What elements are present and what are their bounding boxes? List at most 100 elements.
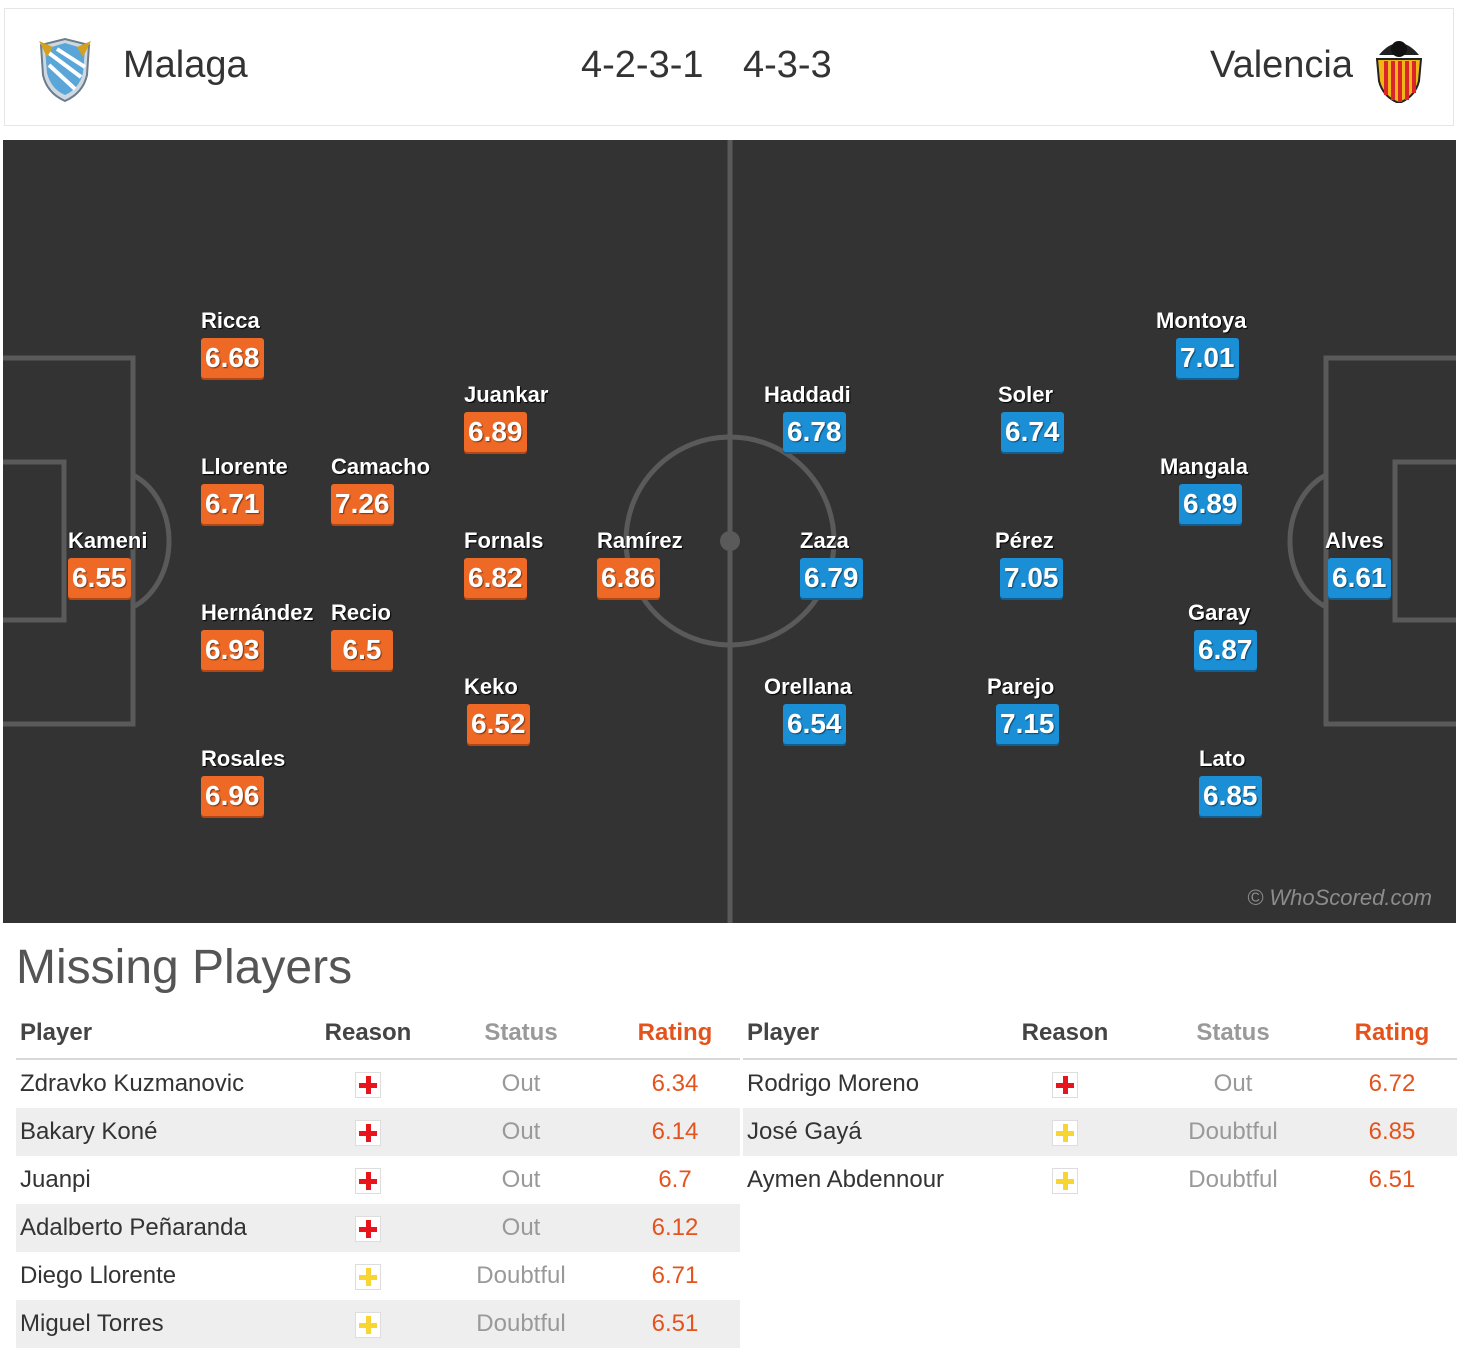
col-rating: Rating <box>610 1008 740 1060</box>
player-rating-badge: 6.96 <box>201 776 264 816</box>
reason-cell <box>304 1108 432 1156</box>
pitch-lineup: Ricca 6.68 Juankar 6.89 Llorente 6.71 Camacho 7… <box>3 140 1456 923</box>
col-status: Status <box>432 1008 610 1060</box>
table-row: Juanpi Out 6.7 <box>16 1156 740 1204</box>
injury-icon[interactable] <box>1052 1071 1078 1098</box>
malaga-crest-icon <box>39 37 91 103</box>
table-row: Bakary Koné Out 6.14 <box>16 1108 740 1156</box>
player-name: Soler <box>998 382 1054 407</box>
player-name-cell[interactable]: Zdravko Kuzmanovic <box>20 1070 245 1097</box>
home-missing-table: Player Reason Status Rating Zdravko Kuzm… <box>16 1008 740 1348</box>
player-name: Kameni <box>68 528 148 553</box>
player-rating-badge: 6.55 <box>68 558 131 598</box>
rating-cell: 6.85 <box>1327 1108 1457 1156</box>
missing-players-title: Missing Players <box>16 941 353 994</box>
rating-cell: 6.51 <box>610 1300 740 1348</box>
col-reason: Reason <box>304 1008 432 1060</box>
doubtful-icon[interactable] <box>355 1263 381 1290</box>
reason-cell <box>991 1059 1139 1108</box>
away-missing-table: Player Reason Status Rating Rodrigo More… <box>743 1008 1457 1204</box>
player-name-cell[interactable]: Juanpi <box>20 1166 91 1193</box>
status-cell: Doubtful <box>476 1262 566 1289</box>
player-name: Mangala <box>1160 454 1249 479</box>
player-name: Juankar <box>464 382 549 407</box>
player-rating-badge: 6.5 <box>331 630 393 670</box>
table-row: Zdravko Kuzmanovic Out 6.34 <box>16 1059 740 1108</box>
player-name: Ramírez <box>597 528 683 553</box>
away-team-name[interactable]: Valencia <box>1210 44 1353 86</box>
player-rating-badge: 6.79 <box>800 558 863 598</box>
player-rating-badge: 6.86 <box>597 558 660 598</box>
reason-cell <box>991 1156 1139 1204</box>
doubtful-icon[interactable] <box>355 1311 381 1338</box>
status-cell: Out <box>1213 1070 1253 1097</box>
player-rating-badge: 7.05 <box>1000 558 1063 598</box>
injury-icon[interactable] <box>355 1119 381 1146</box>
reason-cell <box>304 1300 432 1348</box>
table-row: Rodrigo Moreno Out 6.72 <box>743 1059 1457 1108</box>
player-name: Hernández <box>201 600 314 625</box>
table-row: Aymen Abdennour Doubtful 6.51 <box>743 1156 1457 1204</box>
player-name: Alves <box>1325 528 1384 553</box>
injury-icon[interactable] <box>355 1215 381 1242</box>
player-name: Camacho <box>331 454 431 479</box>
status-cell: Out <box>501 1166 541 1193</box>
player-name-cell[interactable]: Miguel Torres <box>16 1300 304 1348</box>
status-cell: Doubtful <box>1139 1108 1327 1156</box>
player-name: Montoya <box>1156 308 1247 333</box>
valencia-crest-icon <box>1375 41 1423 103</box>
player-name: Lato <box>1199 746 1246 771</box>
table-row: Miguel Torres Doubtful 6.51 <box>16 1300 740 1348</box>
player-rating-badge: 6.54 <box>783 704 846 744</box>
reason-cell <box>304 1204 432 1252</box>
player-name: Zaza <box>800 528 849 553</box>
player-name: Fornals <box>464 528 544 553</box>
player-name-cell[interactable]: Bakary Koné <box>16 1108 304 1156</box>
player-rating-badge: 6.89 <box>1179 484 1242 524</box>
home-missing-body: Zdravko Kuzmanovic Out 6.34 Bakary Koné Out 6… <box>16 1059 740 1348</box>
player-name-cell[interactable]: Aymen Abdennour <box>747 1166 945 1193</box>
injury-icon[interactable] <box>355 1071 381 1098</box>
player-rating-badge: 6.68 <box>201 338 264 378</box>
player-name-cell[interactable]: Diego Llorente <box>20 1262 177 1289</box>
col-reason: Reason <box>991 1008 1139 1060</box>
player-name: Keko <box>464 674 518 699</box>
reason-cell <box>991 1108 1139 1156</box>
status-cell: Doubtful <box>1188 1166 1278 1193</box>
doubtful-icon[interactable] <box>1052 1119 1078 1146</box>
player-name: Ricca <box>201 308 260 333</box>
player-name-cell[interactable]: Rodrigo Moreno <box>747 1070 920 1097</box>
player-rating-badge: 7.26 <box>331 484 394 524</box>
table-row: José Gayá Doubtful 6.85 <box>743 1108 1457 1156</box>
home-formation: 4-2-3-1 <box>581 44 704 86</box>
table-row: Adalberto Peñaranda Out 6.12 <box>16 1204 740 1252</box>
rating-cell: 6.51 <box>1368 1166 1416 1193</box>
reason-cell <box>304 1252 432 1300</box>
match-header: Malaga 4-2-3-1 4-3-3 Valencia <box>4 8 1454 126</box>
away-missing-body: Rodrigo Moreno Out 6.72 José Gayá Doubtful 6.… <box>743 1059 1457 1204</box>
reason-cell <box>304 1059 432 1108</box>
status-cell: Out <box>501 1070 541 1097</box>
rating-cell: 6.71 <box>651 1262 699 1289</box>
player-name: Parejo <box>987 674 1055 699</box>
player-rating-badge: 6.71 <box>201 484 264 524</box>
player-name: Llorente <box>201 454 288 479</box>
player-name-cell[interactable]: José Gayá <box>743 1108 991 1156</box>
player-name: Orellana <box>764 674 853 699</box>
player-rating-badge: 6.74 <box>1001 412 1064 452</box>
player-name: Pérez <box>995 528 1054 553</box>
player-rating-badge: 6.52 <box>467 704 530 744</box>
watermark: © WhoScored.com <box>1247 885 1432 910</box>
col-status: Status <box>1139 1008 1327 1060</box>
player-rating-badge: 6.78 <box>783 412 846 452</box>
status-cell: Out <box>432 1108 610 1156</box>
col-player: Player <box>16 1008 304 1060</box>
injury-icon[interactable] <box>355 1167 381 1194</box>
player-rating-badge: 7.01 <box>1176 338 1239 378</box>
player-rating-badge: 6.82 <box>464 558 527 598</box>
player-name-cell[interactable]: Adalberto Peñaranda <box>16 1204 304 1252</box>
doubtful-icon[interactable] <box>1052 1167 1078 1194</box>
player-rating-badge: 6.87 <box>1194 630 1257 670</box>
rating-cell: 6.7 <box>658 1166 692 1193</box>
home-team-name[interactable]: Malaga <box>123 44 248 86</box>
